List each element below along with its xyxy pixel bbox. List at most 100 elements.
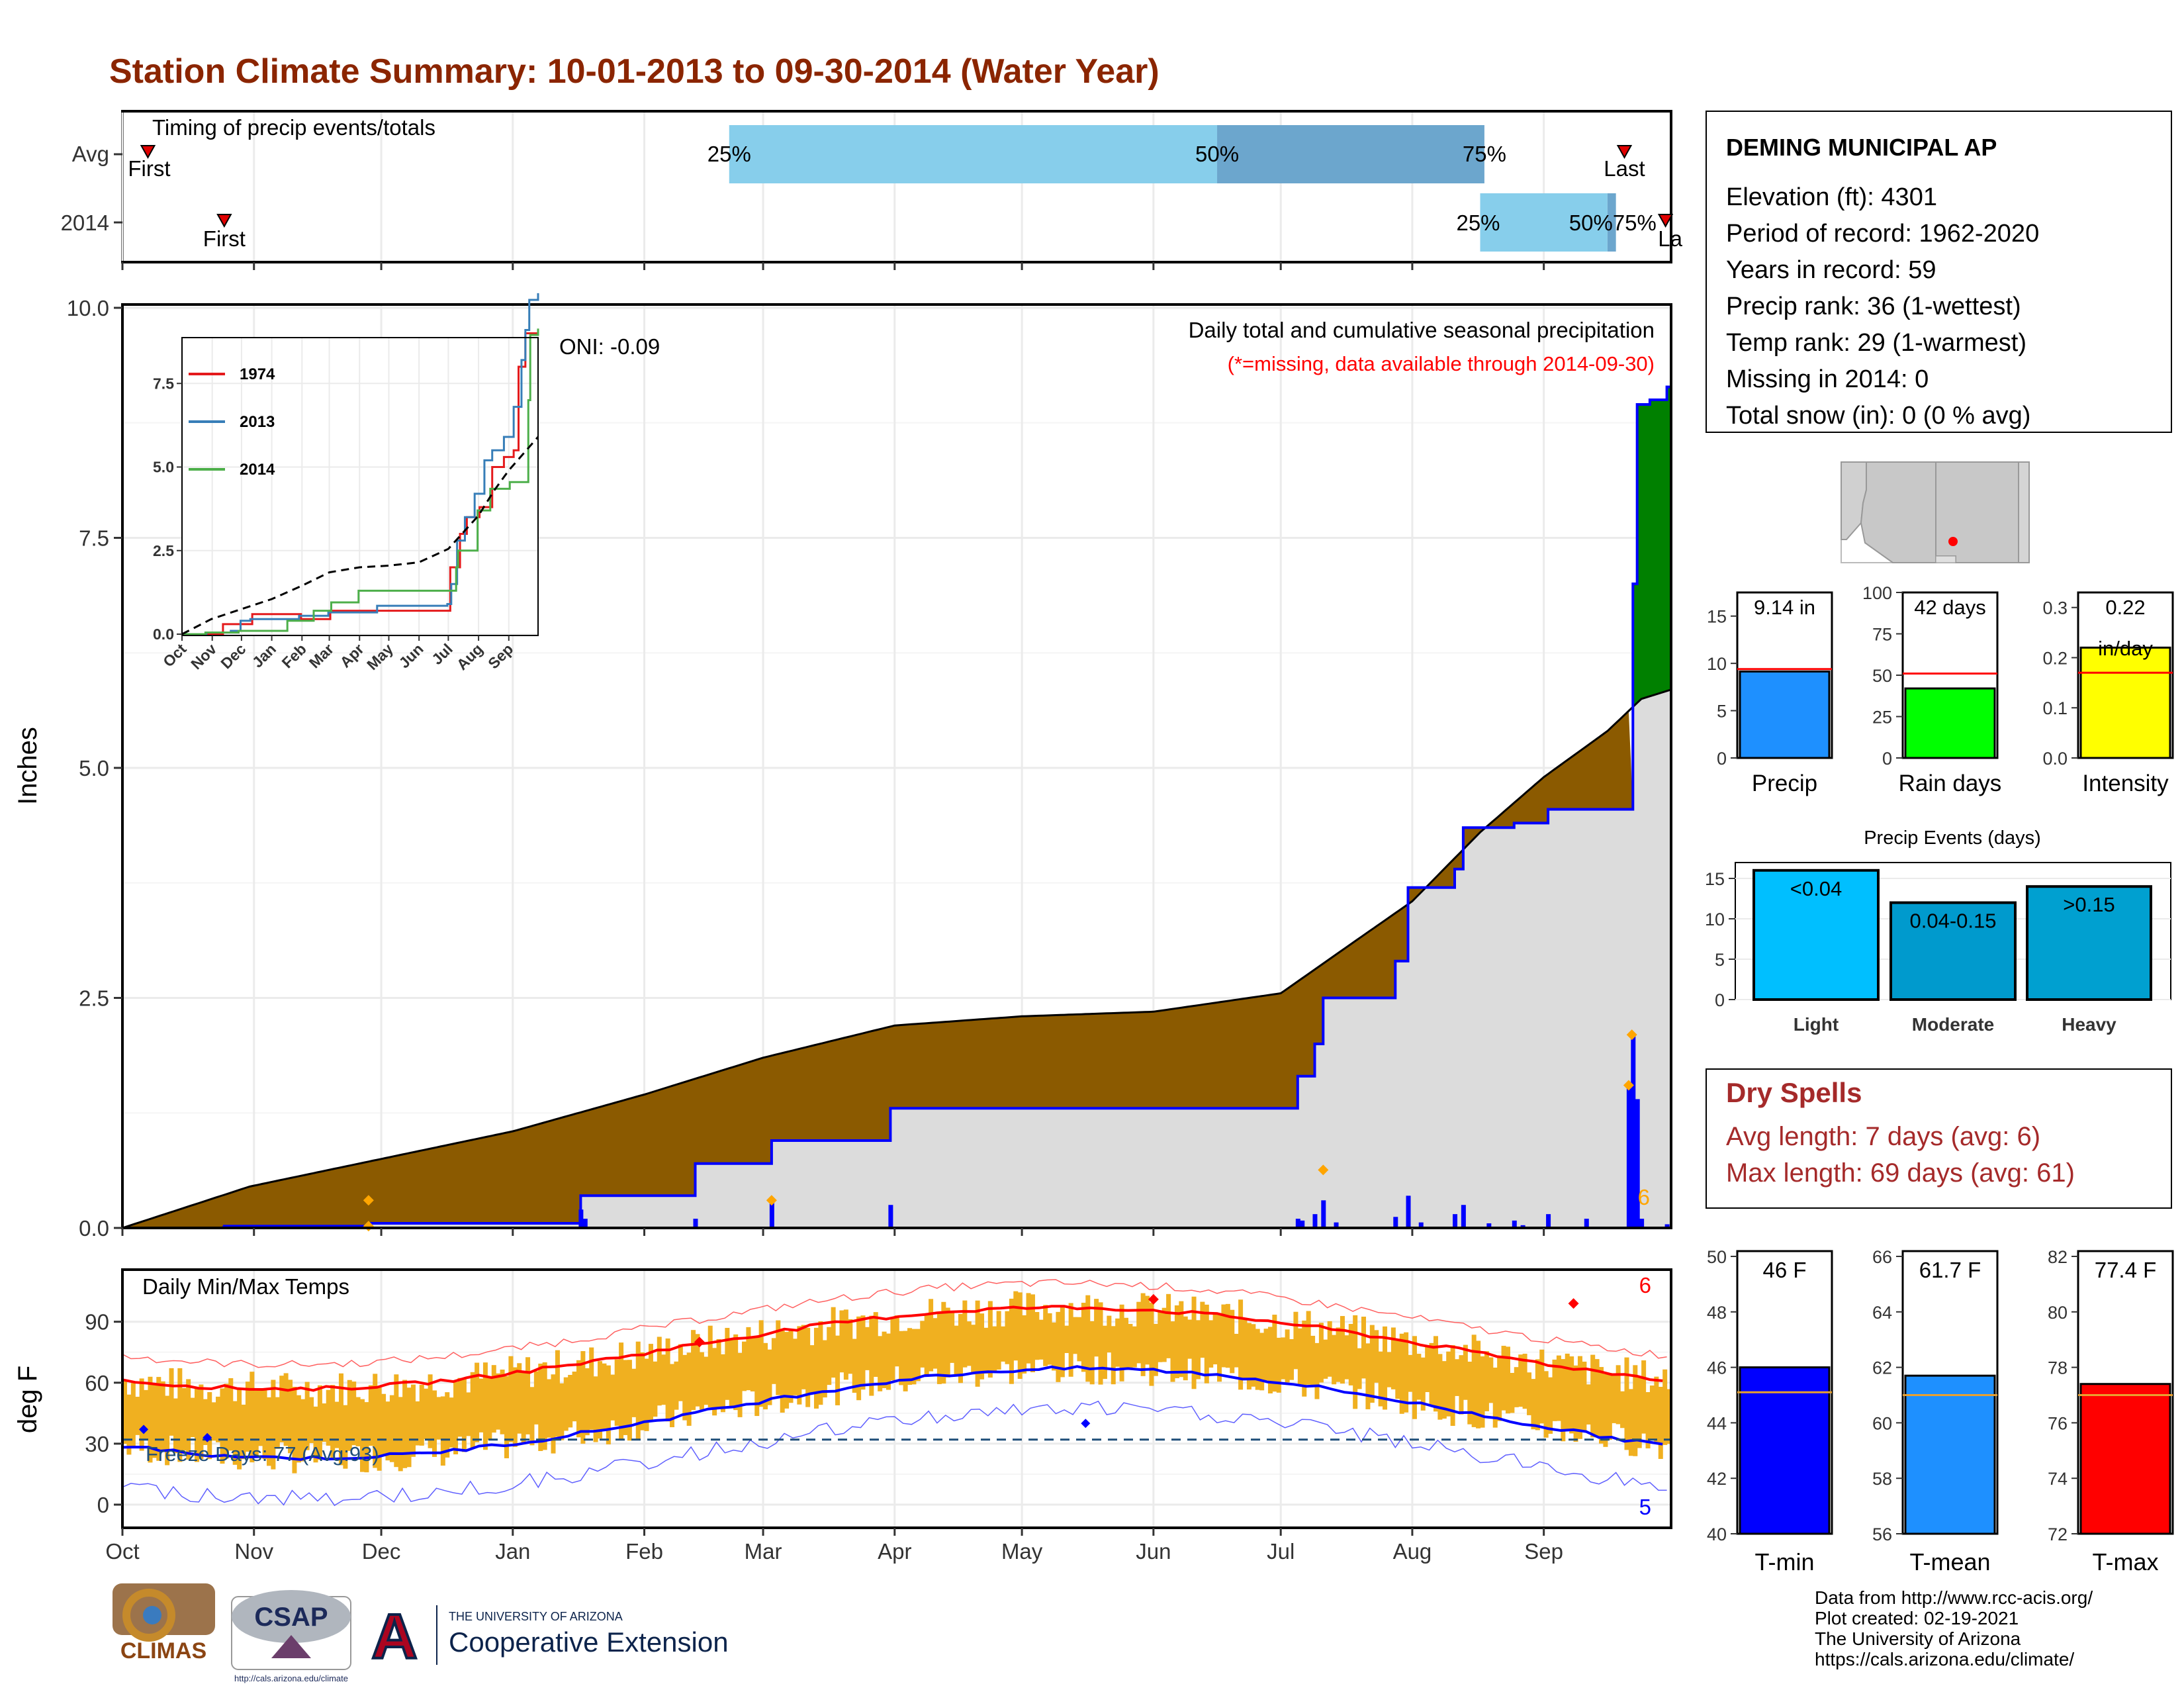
temp-daily-bar: [860, 1315, 866, 1390]
temp-daily-bar: [402, 1380, 408, 1468]
temp-daily-bar: [1089, 1321, 1095, 1385]
temp-daily-bar: [1302, 1320, 1307, 1397]
precip-panel: 0.0 2.5 5.0 7.5 10.0 Inches ONI: -0.09 Daily…: [13, 296, 1672, 1241]
temp-daily-bar: [1056, 1311, 1061, 1382]
summary-tick-label: 0.2: [2042, 648, 2068, 668]
temp-daily-bar: [1017, 1292, 1023, 1379]
precip-daily-bar: [1664, 1224, 1670, 1228]
temp-daily-bar: [1170, 1321, 1175, 1382]
temp-daily-bar: [1476, 1340, 1481, 1429]
temp-daily-bar: [368, 1385, 373, 1446]
temp-daily-bar: [1293, 1311, 1298, 1370]
precip-daily-bar: [693, 1219, 698, 1228]
month-label: Dec: [362, 1539, 401, 1564]
temp-daily-bar: [813, 1327, 819, 1409]
temp-daily-bar: [559, 1383, 565, 1440]
temp-daily-bar: [648, 1344, 653, 1422]
temp-daily-bar: [1081, 1303, 1086, 1372]
temp-daily-bar: [292, 1386, 297, 1474]
temp-daily-bar: [203, 1399, 208, 1445]
timing-row-avg: Avg: [72, 142, 109, 166]
temp-daily-bar: [1052, 1322, 1057, 1371]
month-label: Aug: [1393, 1539, 1432, 1564]
temp-daily-bar: [971, 1325, 976, 1375]
temp-daily-bar: [886, 1333, 891, 1390]
temp-daily-bar: [241, 1404, 246, 1460]
station-info: DEMING MUNICIPAL AP Elevation (ft): 4301…: [1706, 111, 2172, 433]
temp-daily-bar: [1238, 1299, 1244, 1390]
temp-daily-bar: [1001, 1326, 1006, 1362]
climas-text: CLIMAS: [120, 1638, 206, 1664]
temp-daily-bar: [1433, 1336, 1438, 1412]
temp-daily-bar: [326, 1389, 331, 1446]
tbar-tick-label: 60: [1872, 1413, 1892, 1433]
temp-daily-bar: [839, 1310, 844, 1373]
events-bar-label: Moderate: [1912, 1014, 1994, 1035]
temp-daily-bar: [958, 1313, 963, 1383]
precip-daily-bar: [1312, 1214, 1318, 1228]
temp-daily-bar: [347, 1380, 352, 1451]
summary-tick-label: 10: [1707, 654, 1727, 674]
temp-daily-bar: [1425, 1346, 1430, 1392]
temp-daily-bar: [1565, 1353, 1570, 1430]
temp-daily-bar: [1527, 1372, 1532, 1415]
temp-daily-bar: [801, 1325, 806, 1389]
temp-daily-bar: [296, 1395, 301, 1463]
tbar-tick-label: 56: [1872, 1524, 1892, 1544]
temp-daily-bar: [1034, 1312, 1040, 1360]
temp-daily-bar: [389, 1395, 394, 1462]
temp-daily-bar: [1038, 1319, 1044, 1360]
temp-daily-bar: [1383, 1326, 1388, 1410]
temp-daily-bar: [1569, 1356, 1574, 1434]
temp-daily-bar: [1128, 1323, 1133, 1370]
temp-daily-bar: [304, 1382, 310, 1450]
temp-daily-bar: [614, 1359, 619, 1426]
temp-daily-bar: [1332, 1335, 1337, 1385]
temp-daily-bar: [330, 1385, 336, 1459]
temp-daily-bar: [253, 1390, 259, 1457]
temp-daily-bar: [1535, 1359, 1540, 1430]
temp-daily-bar: [576, 1360, 581, 1438]
temp-daily-bar: [1361, 1317, 1367, 1379]
temp-daily-bar: [835, 1335, 841, 1405]
temp-daily-bar: [491, 1365, 496, 1433]
footer-credit-line: https://cals.arizona.edu/climate/: [1815, 1649, 2074, 1669]
events-tick-label: 15: [1705, 869, 1725, 889]
temp-daily-bar: [169, 1368, 174, 1436]
temp-daily-bar: [1658, 1387, 1663, 1459]
temp-daily-bar: [1637, 1377, 1642, 1448]
temp-daily-bar: [1353, 1315, 1358, 1409]
inset-series-1974: [182, 330, 539, 635]
temp-daily-bar: [334, 1401, 340, 1448]
oni-value: ONI: -0.09: [559, 334, 660, 359]
temp-daily-bar: [232, 1401, 238, 1465]
temp-daily-bar: [720, 1354, 725, 1413]
temp-daily-bar: [640, 1352, 645, 1430]
temp-daily-bar: [1480, 1356, 1485, 1428]
summary-tick-label: 25: [1872, 708, 1892, 727]
temp-daily-bar: [1047, 1313, 1052, 1365]
temp-daily-bar: [1005, 1311, 1010, 1364]
temp-daily-bar: [670, 1364, 675, 1428]
temp-daily-bar: [1242, 1319, 1248, 1380]
temp-daily-bar: [1208, 1320, 1214, 1368]
temp-daily-bar: [1030, 1294, 1035, 1373]
temp-daily-bar: [568, 1374, 573, 1428]
timing-pct-label: First: [203, 226, 246, 251]
summary-value: 9.14 in: [1754, 596, 1815, 619]
summary-tick-label: 0: [1717, 749, 1727, 769]
temp-daily-bar: [758, 1320, 764, 1407]
precip-extreme-count: 6: [1638, 1185, 1650, 1209]
timing-marker: [1616, 145, 1633, 160]
temp-daily-bar: [1497, 1356, 1502, 1421]
temp-daily-bar: [1132, 1326, 1137, 1368]
temp-daily-bar: [589, 1347, 594, 1430]
temp-daily-bar: [1450, 1345, 1455, 1427]
temp-daily-bar: [627, 1360, 632, 1441]
temp-label: Daily Min/Max Temps: [142, 1274, 349, 1299]
temp-daily-bar: [1628, 1389, 1633, 1456]
events-bar-range: 0.04-0.15: [1910, 910, 1997, 933]
temp-daily-bar: [355, 1397, 361, 1446]
temp-series: [122, 1279, 1672, 1507]
